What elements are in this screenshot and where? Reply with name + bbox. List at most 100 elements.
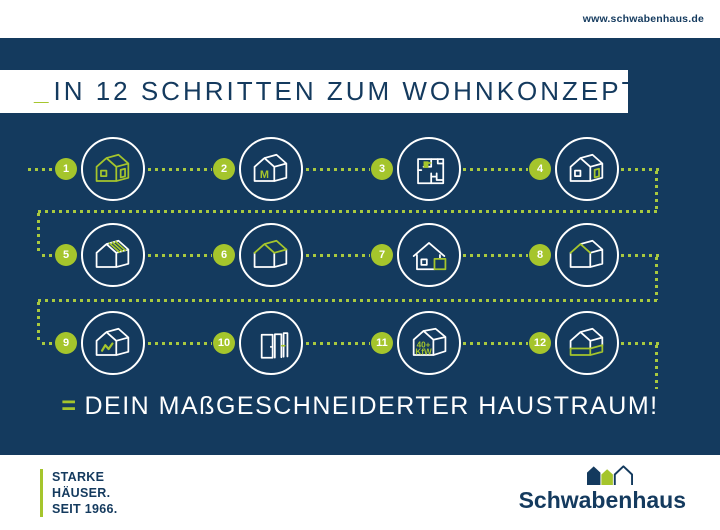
house-exterior-icon: [95, 153, 130, 182]
step-number-badge: 6: [213, 244, 235, 266]
step-icon-circle: [239, 223, 303, 287]
step-8: 8: [529, 223, 619, 287]
house-extension-icon: [412, 242, 447, 271]
step-number-badge: 1: [55, 158, 77, 180]
dashed-connector: [148, 168, 212, 171]
dashed-connector: [148, 342, 212, 345]
step-5: 5: [55, 223, 145, 287]
title-underscore: _: [34, 76, 52, 106]
dashed-connector: [38, 210, 659, 213]
step-icon-circle: [397, 137, 461, 201]
step-7: 7: [371, 223, 461, 287]
dashed-connector: [306, 168, 370, 171]
step-number: 2: [220, 163, 228, 175]
dashed-connector: [306, 254, 370, 257]
footer: STARKE HÄUSER. SEIT 1966. Schwabenhaus: [0, 455, 720, 530]
step-icon-circle: M: [239, 137, 303, 201]
house-entrance-door-icon: [569, 153, 604, 182]
claim-line-3: SEIT 1966.: [52, 502, 118, 516]
floor-plan-icon: [417, 158, 445, 185]
step-number-badge: 12: [529, 332, 551, 354]
step-number: 3: [378, 163, 386, 175]
dashed-connector: [463, 342, 528, 345]
step-1: 1: [55, 137, 145, 201]
step-number: 7: [378, 249, 386, 261]
step-icon-circle: 40+ KfW: [397, 311, 461, 375]
dashed-connector: [37, 302, 40, 343]
dashed-connector: [621, 168, 659, 171]
step-number: 8: [536, 249, 544, 261]
dashed-connector: [655, 171, 658, 211]
claim-line-2: HÄUSER.: [52, 486, 111, 500]
dashed-connector: [42, 342, 55, 345]
dashed-connector: [148, 254, 212, 257]
brand-name: Schwabenhaus: [518, 487, 686, 513]
top-bar: www.schwabenhaus.de: [0, 0, 720, 38]
energy-label-bottom: KfW: [415, 348, 432, 357]
dashed-connector: [28, 168, 54, 171]
step-4: 4: [529, 137, 619, 201]
step-icon-circle: [555, 223, 619, 287]
step-11: 11 40+ KfW: [371, 311, 461, 375]
step-icon-circle: [397, 223, 461, 287]
step-6: 6: [213, 223, 303, 287]
title-text: IN 12 SCHRITTEN ZUM WOHNKONZEPT: [53, 76, 641, 106]
house-gable-icon: [569, 239, 604, 268]
step-number: 6: [220, 249, 228, 261]
dashed-connector: [37, 213, 40, 255]
dashed-connector: [655, 345, 658, 389]
dashed-connector: [306, 342, 370, 345]
model-house-letter: M: [260, 169, 269, 181]
dashed-connector: [463, 168, 528, 171]
main-canvas: _IN 12 SCHRITTEN ZUM WOHNKONZEPT 1: [0, 38, 720, 455]
logo-houses-icon: [587, 465, 634, 486]
step-number-badge: 8: [529, 244, 551, 266]
step-10: 10: [213, 311, 303, 375]
energy-label-top: 40+: [417, 340, 431, 349]
dashed-connector: [38, 299, 659, 302]
step-icon-circle: [239, 311, 303, 375]
dashed-connector: [42, 254, 55, 257]
step-number-badge: 10: [213, 332, 235, 354]
equals-sign: =: [61, 392, 78, 420]
step-number: 1: [62, 163, 70, 175]
step-icon-circle: [555, 137, 619, 201]
step-icon-circle: [555, 311, 619, 375]
dashed-connector: [655, 257, 658, 300]
slogan: = DEIN MAßGESCHNEIDERTER HAUSTRAUM!: [0, 392, 720, 421]
step-number-badge: 4: [529, 158, 551, 180]
schwabenhaus-logo: Schwabenhaus: [519, 463, 686, 514]
energy-standard-house-icon: 40+ KfW: [412, 327, 447, 357]
model-house-icon: M: [253, 153, 288, 182]
step-3: 3: [371, 137, 461, 201]
step-number-badge: 11: [371, 332, 393, 354]
title-banner: _IN 12 SCHRITTEN ZUM WOHNKONZEPT: [0, 70, 637, 113]
step-icon-circle: [81, 137, 145, 201]
house-roof-shape-icon: [253, 239, 288, 268]
step-number: 10: [217, 337, 231, 349]
step-icon-circle: [81, 223, 145, 287]
step-number-badge: 7: [371, 244, 393, 266]
website-url: www.schwabenhaus.de: [582, 13, 704, 25]
step-icon-circle: [81, 311, 145, 375]
claim-line-1: STARKE: [52, 470, 105, 484]
step-2: 2 M: [213, 137, 303, 201]
dashed-connector: [621, 254, 659, 257]
step-number: 4: [536, 163, 544, 175]
slogan-text: DEIN MAßGESCHNEIDERTER HAUSTRAUM!: [84, 392, 659, 420]
step-number: 5: [62, 249, 70, 261]
dashed-connector: [463, 254, 528, 257]
step-number: 12: [533, 337, 547, 349]
house-basement-icon: [569, 327, 604, 356]
step-12: 12: [529, 311, 619, 375]
step-number-badge: 3: [371, 158, 393, 180]
step-number: 9: [62, 337, 70, 349]
brand-claim: STARKE HÄUSER. SEIT 1966.: [40, 469, 118, 517]
interior-doors-icon: [260, 332, 289, 359]
step-number: 11: [376, 337, 388, 349]
step-number-badge: 9: [55, 332, 77, 354]
dashed-connector: [621, 342, 659, 345]
step-number-badge: 5: [55, 244, 77, 266]
house-technology-icon: [95, 327, 130, 356]
